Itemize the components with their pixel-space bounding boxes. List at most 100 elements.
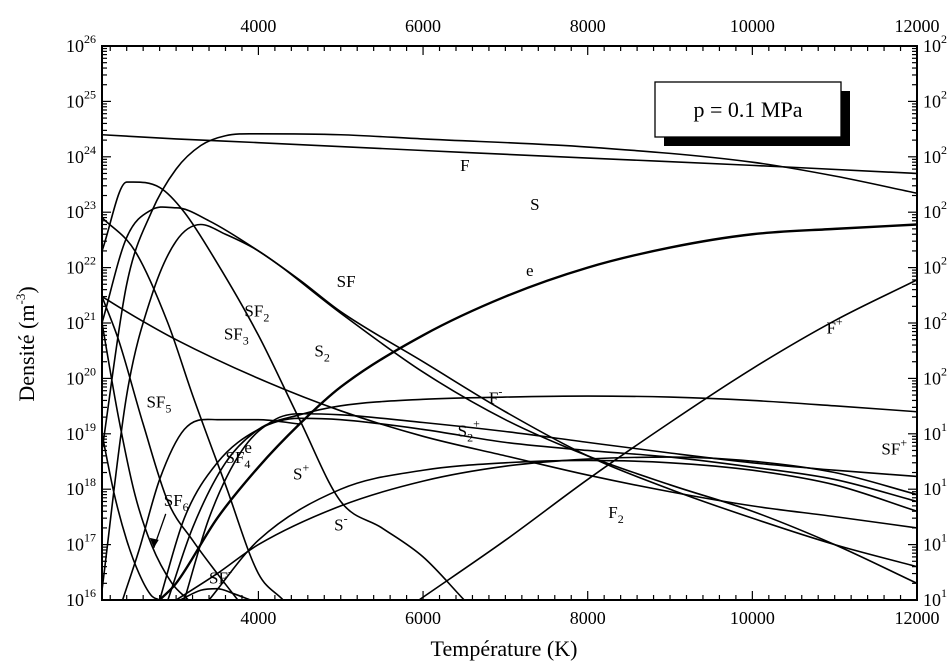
y-tick-exponent: 16 bbox=[941, 586, 947, 600]
label-base: SF bbox=[225, 448, 244, 467]
y-tick-base: 10 bbox=[923, 91, 941, 111]
label-base: F bbox=[460, 156, 469, 175]
series-line-e-dense-low-t bbox=[121, 418, 300, 600]
series-label-sf6: SF6 bbox=[164, 491, 189, 514]
y-tick-exponent: 26 bbox=[84, 32, 96, 46]
label-subscript: 4 bbox=[244, 457, 250, 471]
label-subscript: 2 bbox=[263, 311, 269, 325]
label-base: SF bbox=[337, 272, 356, 291]
x-axis-title: Température (K) bbox=[431, 636, 578, 661]
x-tick-label-top: 10000 bbox=[730, 16, 775, 36]
label-superscript: + bbox=[473, 416, 480, 430]
label-base: SF bbox=[224, 325, 243, 344]
y-tick-label: 1023 bbox=[66, 198, 96, 222]
series-line-f bbox=[418, 279, 917, 600]
y-tick-label: 1018 bbox=[66, 475, 96, 499]
y-tick-base: 10 bbox=[66, 368, 84, 388]
x-tick-label-top: 8000 bbox=[570, 16, 606, 36]
x-tick-label-top: 6000 bbox=[405, 16, 441, 36]
series-label-f: F- bbox=[489, 385, 502, 408]
label-base: S bbox=[530, 195, 539, 214]
x-tick-label-top: 12000 bbox=[895, 16, 940, 36]
series-line-sf bbox=[179, 587, 251, 600]
label-subscript: 2 bbox=[618, 512, 624, 526]
series-label-sf3: SF3 bbox=[224, 325, 249, 348]
annotation-text: p = 0.1 MPa bbox=[694, 97, 803, 122]
label-superscript: + bbox=[302, 460, 309, 474]
y-tick-exponent: 20 bbox=[84, 364, 96, 378]
label-base: S bbox=[314, 341, 323, 360]
label-base: e bbox=[244, 438, 252, 457]
y-tick-label-right: 1019 bbox=[923, 420, 947, 444]
y-axis-title-base: Densité (m bbox=[14, 305, 39, 402]
series-label-s: S bbox=[530, 195, 539, 214]
y-tick-exponent: 17 bbox=[941, 531, 947, 545]
y-tick-base: 10 bbox=[66, 590, 84, 610]
y-tick-base: 10 bbox=[923, 424, 941, 444]
series-line-f bbox=[167, 395, 917, 600]
label-base: SF bbox=[881, 440, 900, 459]
y-tick-base: 10 bbox=[66, 147, 84, 167]
y-tick-exponent: 25 bbox=[941, 87, 947, 101]
label-base: F bbox=[608, 503, 617, 522]
series-line-sf bbox=[102, 223, 917, 591]
series-label-f: F+ bbox=[826, 314, 842, 337]
series-line-s bbox=[102, 132, 917, 451]
y-tick-base: 10 bbox=[923, 202, 941, 222]
series-line-sf3 bbox=[102, 217, 284, 600]
y-tick-exponent: 26 bbox=[941, 32, 947, 46]
label-superscript: - bbox=[498, 385, 502, 399]
y-tick-label-right: 1026 bbox=[923, 32, 947, 56]
x-tick-label-top: 4000 bbox=[240, 16, 276, 36]
y-tick-label: 1021 bbox=[66, 309, 96, 333]
x-tick-label: 4000 bbox=[240, 608, 276, 628]
y-tick-label-right: 1023 bbox=[923, 198, 947, 222]
y-tick-exponent: 19 bbox=[84, 420, 96, 434]
x-tick-label: 8000 bbox=[570, 608, 606, 628]
series-label-s: S+ bbox=[293, 460, 309, 483]
y-tick-exponent: 23 bbox=[84, 198, 96, 212]
y-tick-base: 10 bbox=[923, 147, 941, 167]
y-axis-title-close: ) bbox=[14, 286, 39, 293]
y-tick-base: 10 bbox=[66, 258, 84, 278]
y-tick-base: 10 bbox=[66, 36, 84, 56]
label-subscript: 2 bbox=[467, 430, 473, 444]
y-tick-base: 10 bbox=[66, 424, 84, 444]
y-tick-exponent: 18 bbox=[941, 475, 947, 489]
series-line-sf4 bbox=[102, 296, 239, 600]
y-axis-title-exponent: -3 bbox=[13, 294, 28, 305]
annotation-box bbox=[654, 81, 842, 138]
y-tick-label-right: 1020 bbox=[923, 364, 947, 388]
y-tick-base: 10 bbox=[66, 91, 84, 111]
y-tick-label-right: 1025 bbox=[923, 87, 947, 111]
series-line-f2 bbox=[102, 295, 917, 529]
label-base: F bbox=[489, 389, 498, 408]
label-base: SF bbox=[244, 302, 263, 321]
label-base: SF bbox=[164, 491, 183, 510]
label-subscript: 5 bbox=[165, 401, 171, 415]
label-subscript: 3 bbox=[243, 334, 249, 348]
y-tick-label-right: 1018 bbox=[923, 475, 947, 499]
x-tick-label: 6000 bbox=[405, 608, 441, 628]
y-tick-label: 1024 bbox=[66, 143, 96, 167]
y-tick-base: 10 bbox=[66, 202, 84, 222]
y-tick-exponent: 18 bbox=[84, 475, 96, 489]
y-tick-exponent: 20 bbox=[941, 364, 947, 378]
y-tick-label: 1019 bbox=[66, 420, 96, 444]
y-tick-exponent: 23 bbox=[941, 198, 947, 212]
y-tick-exponent: 16 bbox=[84, 586, 96, 600]
label-base: S bbox=[458, 421, 467, 440]
label-superscript: - bbox=[228, 564, 232, 578]
series-label-sf: SF+ bbox=[881, 436, 907, 459]
y-tick-base: 10 bbox=[923, 258, 941, 278]
series-line-sf5 bbox=[102, 322, 190, 600]
series-label-e: e bbox=[526, 261, 534, 280]
series-line-sf bbox=[175, 456, 917, 600]
series-line-s2 bbox=[183, 412, 917, 600]
y-tick-base: 10 bbox=[923, 590, 941, 610]
label-subscript: 2 bbox=[324, 350, 330, 364]
label-superscript: + bbox=[900, 436, 907, 450]
label-base: S bbox=[334, 515, 343, 534]
